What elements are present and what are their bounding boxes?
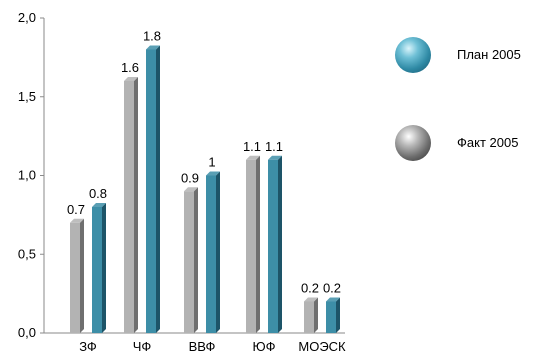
bar [304,301,314,333]
bar [92,207,102,333]
data-label: 0.9 [181,170,199,185]
bar-side [314,297,318,333]
bar [146,49,156,333]
data-label: 1.1 [265,139,283,154]
y-tick-label: 1,5 [18,89,36,104]
x-axis: ЗФ ЧФ ВВФ ЮФ МОЭСК [44,332,346,354]
bar [326,301,336,333]
bar-side [134,77,138,333]
bar-side [80,218,84,333]
data-label: 1 [208,155,215,170]
bar-side [256,155,260,333]
bar-top [70,218,84,223]
bar [246,159,256,333]
bar [206,175,216,333]
bar [268,159,278,333]
bar-top [92,203,106,207]
x-tick-label: ЮФ [252,339,275,354]
legend-label-fact: Факт 2005 [457,135,519,150]
bars: 0.7 0.8 1.6 1.8 0.9 1 1.1 1.1 0.2 0.2 [67,29,341,333]
data-label: 1.1 [243,139,261,154]
legend-item-plan: План 2005 [395,37,535,77]
bar-side [102,203,106,333]
bar-top [326,297,340,302]
bar-top [246,155,260,160]
plan-sphere-icon [395,37,431,73]
bar-top [184,187,198,192]
data-label: 0.2 [301,281,319,296]
legend-item-fact: Факт 2005 [395,125,535,165]
x-tick-label: ВВФ [189,339,216,354]
data-label: 0.8 [89,186,107,201]
fact-sphere-icon [395,125,431,161]
data-label: 0.2 [323,281,341,296]
x-tick-label: МОЭСК [298,339,346,354]
y-axis: 0,0 0,5 1,0 1,5 2,0 [18,10,45,340]
bar-top [146,45,160,50]
x-tick-label: ЧФ [133,339,152,354]
bar [184,191,194,333]
bar [70,222,80,333]
y-tick-label: 0,5 [18,246,36,261]
legend-label-plan: План 2005 [457,47,521,62]
bar-side [336,297,340,333]
x-tick-label: ЗФ [79,339,97,354]
y-tick-label: 1,0 [18,168,36,183]
bar-side [216,171,220,333]
bar-side [156,45,160,333]
bar-side [278,155,282,333]
y-tick-label: 2,0 [18,10,36,25]
bar-top [206,171,220,176]
bar-top [124,77,138,81]
bar-side [194,187,198,333]
bar-top [304,297,318,302]
data-label: 0.7 [67,202,85,217]
bar [124,81,134,333]
y-tick-label: 0,0 [18,325,36,340]
data-label: 1.8 [143,29,161,44]
data-label: 1.6 [121,60,139,75]
bar-top [268,155,282,160]
